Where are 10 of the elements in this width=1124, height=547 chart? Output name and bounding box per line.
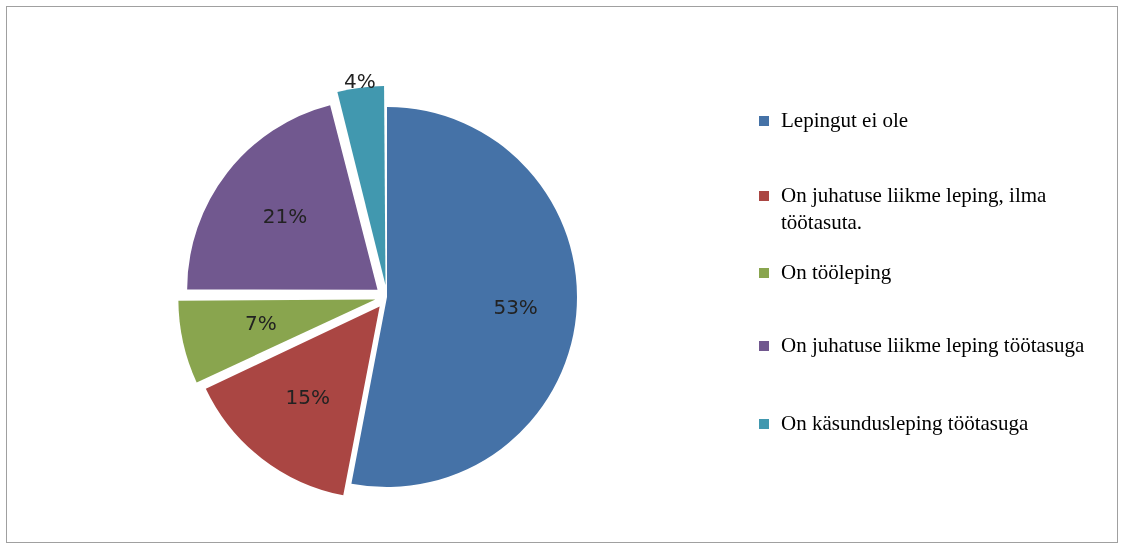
legend-label: Lepingut ei ole xyxy=(781,108,909,132)
legend-label: On käsundusleping töötasuga xyxy=(781,411,1029,435)
data-label: 7% xyxy=(245,311,277,336)
legend-label: On juhatuse liikme leping töötasuga xyxy=(781,333,1085,357)
data-label: 4% xyxy=(344,68,376,93)
legend-label: On juhatuse liikme leping, ilma töötasuta. xyxy=(781,183,1047,234)
legend-label: On tööleping xyxy=(781,260,892,284)
data-label: 53% xyxy=(493,295,538,320)
data-label: 15% xyxy=(285,385,331,410)
data-label: 21% xyxy=(262,204,308,229)
